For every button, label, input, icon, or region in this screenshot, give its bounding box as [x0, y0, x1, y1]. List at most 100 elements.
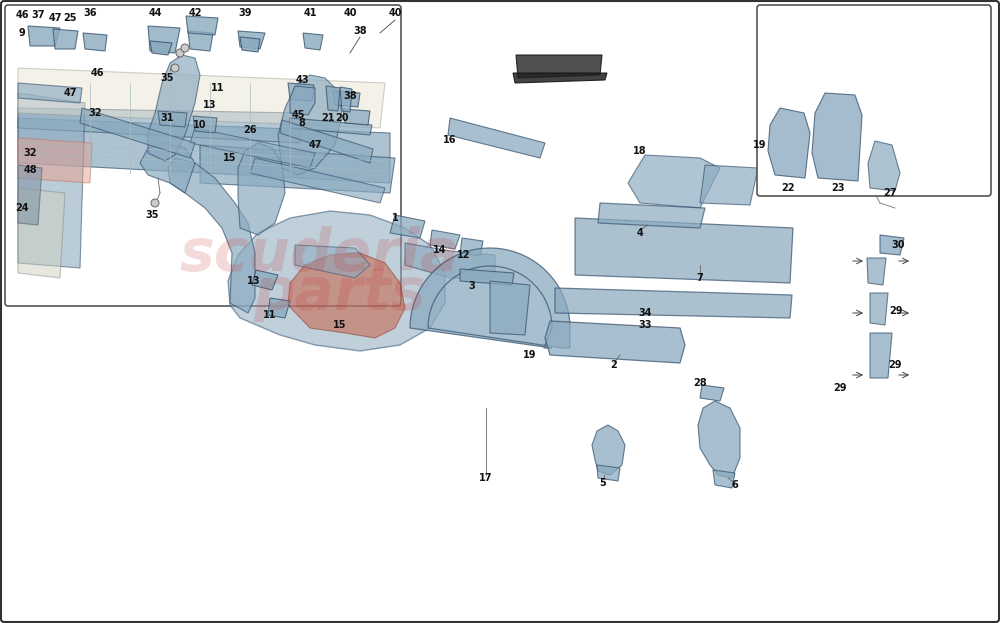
Polygon shape	[812, 93, 862, 181]
Text: 3: 3	[469, 281, 475, 291]
Text: 16: 16	[443, 135, 457, 145]
Polygon shape	[53, 29, 78, 49]
Polygon shape	[190, 128, 315, 168]
Polygon shape	[290, 118, 372, 135]
Text: scuderia: scuderia	[180, 227, 460, 283]
Polygon shape	[490, 281, 530, 335]
Polygon shape	[18, 138, 92, 183]
Polygon shape	[278, 75, 342, 175]
Polygon shape	[460, 269, 514, 285]
Circle shape	[171, 64, 179, 72]
Polygon shape	[228, 211, 445, 351]
Text: 23: 23	[831, 183, 845, 193]
Polygon shape	[18, 83, 82, 103]
Text: 13: 13	[247, 276, 261, 286]
Polygon shape	[238, 143, 285, 235]
Polygon shape	[575, 218, 793, 283]
Polygon shape	[405, 243, 495, 278]
Polygon shape	[168, 158, 255, 313]
Text: 36: 36	[83, 8, 97, 18]
Text: 11: 11	[263, 310, 277, 320]
Polygon shape	[303, 33, 323, 50]
Text: 21: 21	[321, 113, 335, 123]
Text: 20: 20	[335, 113, 349, 123]
Text: 25: 25	[63, 13, 77, 23]
Text: 34: 34	[638, 308, 652, 318]
Text: 19: 19	[753, 140, 767, 150]
Polygon shape	[18, 68, 385, 128]
Polygon shape	[598, 203, 705, 228]
Text: 39: 39	[238, 8, 252, 18]
Polygon shape	[150, 41, 172, 55]
Text: 27: 27	[883, 188, 897, 198]
Text: 37: 37	[31, 10, 45, 20]
Text: 44: 44	[148, 8, 162, 18]
Polygon shape	[868, 141, 900, 191]
Text: 17: 17	[479, 473, 493, 483]
Text: 1: 1	[392, 213, 398, 223]
Polygon shape	[430, 230, 460, 249]
Text: 29: 29	[888, 360, 902, 370]
Text: 13: 13	[203, 100, 217, 110]
Polygon shape	[880, 235, 904, 255]
Text: parts: parts	[254, 265, 426, 321]
Polygon shape	[592, 425, 625, 475]
Polygon shape	[148, 55, 200, 161]
Polygon shape	[340, 87, 352, 112]
Polygon shape	[148, 26, 180, 53]
Text: 35: 35	[160, 73, 174, 83]
FancyBboxPatch shape	[5, 5, 401, 306]
Text: 32: 32	[88, 108, 102, 118]
Polygon shape	[333, 91, 360, 107]
Text: 30: 30	[891, 240, 905, 250]
Polygon shape	[18, 188, 65, 278]
Text: 47: 47	[48, 13, 62, 23]
Text: 40: 40	[343, 8, 357, 18]
Polygon shape	[250, 158, 385, 203]
Polygon shape	[290, 86, 315, 115]
Polygon shape	[280, 120, 373, 163]
Text: 28: 28	[693, 378, 707, 388]
Text: 6: 6	[732, 480, 738, 490]
Polygon shape	[516, 55, 602, 78]
Text: 14: 14	[433, 245, 447, 255]
Circle shape	[151, 199, 159, 207]
Text: 48: 48	[23, 165, 37, 175]
Polygon shape	[252, 270, 278, 290]
Polygon shape	[240, 37, 260, 52]
Polygon shape	[870, 293, 888, 325]
Text: 38: 38	[343, 91, 357, 101]
Text: 18: 18	[633, 146, 647, 156]
Polygon shape	[18, 108, 300, 143]
Text: 35: 35	[145, 210, 159, 220]
Text: 33: 33	[638, 320, 652, 330]
Polygon shape	[80, 108, 195, 158]
Polygon shape	[288, 253, 405, 338]
Text: 38: 38	[353, 26, 367, 36]
Polygon shape	[18, 118, 390, 183]
Text: 12: 12	[457, 250, 471, 260]
Text: 22: 22	[781, 183, 795, 193]
Polygon shape	[200, 145, 395, 193]
Text: 47: 47	[308, 140, 322, 150]
Text: 24: 24	[15, 203, 29, 213]
Text: 47: 47	[63, 88, 77, 98]
Text: 26: 26	[243, 125, 257, 135]
Polygon shape	[410, 248, 570, 348]
Text: 31: 31	[160, 113, 174, 123]
Text: 11: 11	[211, 83, 225, 93]
Text: 32: 32	[23, 148, 37, 158]
Text: 15: 15	[223, 153, 237, 163]
FancyBboxPatch shape	[757, 5, 991, 196]
Polygon shape	[700, 385, 724, 401]
Polygon shape	[700, 165, 758, 205]
Circle shape	[176, 49, 184, 57]
Polygon shape	[295, 245, 370, 278]
Text: 7: 7	[697, 273, 703, 283]
Polygon shape	[158, 111, 187, 127]
Polygon shape	[188, 31, 213, 51]
Polygon shape	[18, 165, 42, 225]
Polygon shape	[140, 143, 195, 193]
Polygon shape	[870, 333, 892, 378]
Text: 45: 45	[291, 110, 305, 120]
